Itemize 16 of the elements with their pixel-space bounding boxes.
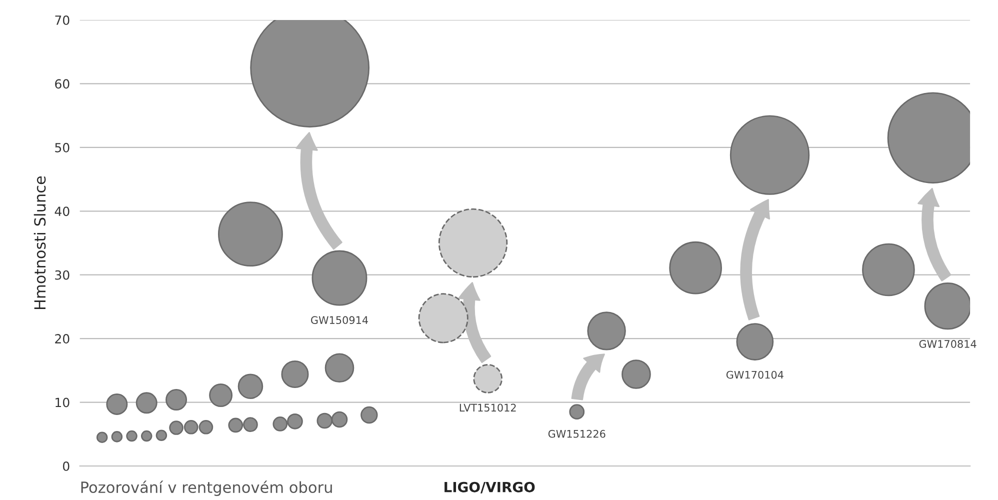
y-tick-label: 70	[55, 15, 70, 25]
series-label: LVT151012	[460, 404, 516, 412]
y-tick-label: 0	[62, 461, 70, 471]
text: Pozorování v rentgenovém oboru	[81, 480, 332, 496]
series-label: GW151226	[548, 430, 606, 438]
series-label: GW170104	[726, 370, 784, 379]
y-tick-label: 30	[55, 270, 70, 280]
y-axis-title: Hmotnosti Slunce	[34, 176, 46, 309]
y-tick-label: 50	[55, 142, 70, 152]
y-tick-label: 60	[55, 79, 70, 89]
y-tick-label: 40	[54, 206, 70, 216]
y-tick-label: 10	[56, 398, 70, 408]
text: LIGO/VIRGO	[444, 482, 535, 494]
series-label: GW170814	[919, 340, 976, 348]
series-label: GW150914	[311, 316, 368, 324]
y-tick-label: 20	[55, 334, 70, 344]
